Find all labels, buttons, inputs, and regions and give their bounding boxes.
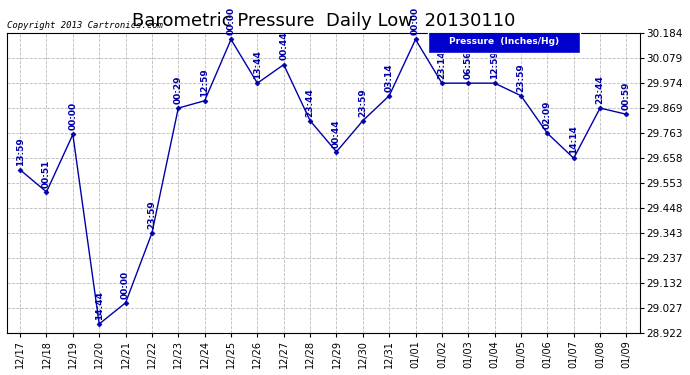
Text: Pressure  (Inches/Hg): Pressure (Inches/Hg) [448,37,559,46]
Text: 03:14: 03:14 [385,63,394,92]
Text: 23:59: 23:59 [148,200,157,229]
Text: 02:09: 02:09 [543,100,552,129]
Title: Barometric Pressure  Daily Low  20130110: Barometric Pressure Daily Low 20130110 [132,12,515,30]
FancyBboxPatch shape [428,30,580,53]
Text: 12:59: 12:59 [490,50,499,79]
Text: 00:00: 00:00 [121,270,130,298]
Text: 23:44: 23:44 [306,88,315,117]
Text: 23:59: 23:59 [517,63,526,92]
Text: 00:44: 00:44 [279,32,288,60]
Text: 00:00: 00:00 [226,7,235,35]
Text: 14:14: 14:14 [569,125,578,154]
Text: 00:00: 00:00 [68,102,77,130]
Text: 00:00: 00:00 [411,7,420,35]
Text: 23:44: 23:44 [595,75,604,104]
Text: 00:44: 00:44 [332,119,341,148]
Text: 00:29: 00:29 [174,75,183,104]
Text: 00:51: 00:51 [42,159,51,188]
Text: 23:14: 23:14 [437,50,446,79]
Text: 06:56: 06:56 [464,51,473,79]
Text: Copyright 2013 Cartronics.com: Copyright 2013 Cartronics.com [7,21,163,30]
Text: 00:59: 00:59 [622,82,631,110]
Text: 14:44: 14:44 [95,291,103,320]
Text: 23:59: 23:59 [358,88,367,117]
Text: 13:44: 13:44 [253,50,262,79]
Text: 12:59: 12:59 [200,68,209,97]
Text: 13:59: 13:59 [16,137,25,166]
